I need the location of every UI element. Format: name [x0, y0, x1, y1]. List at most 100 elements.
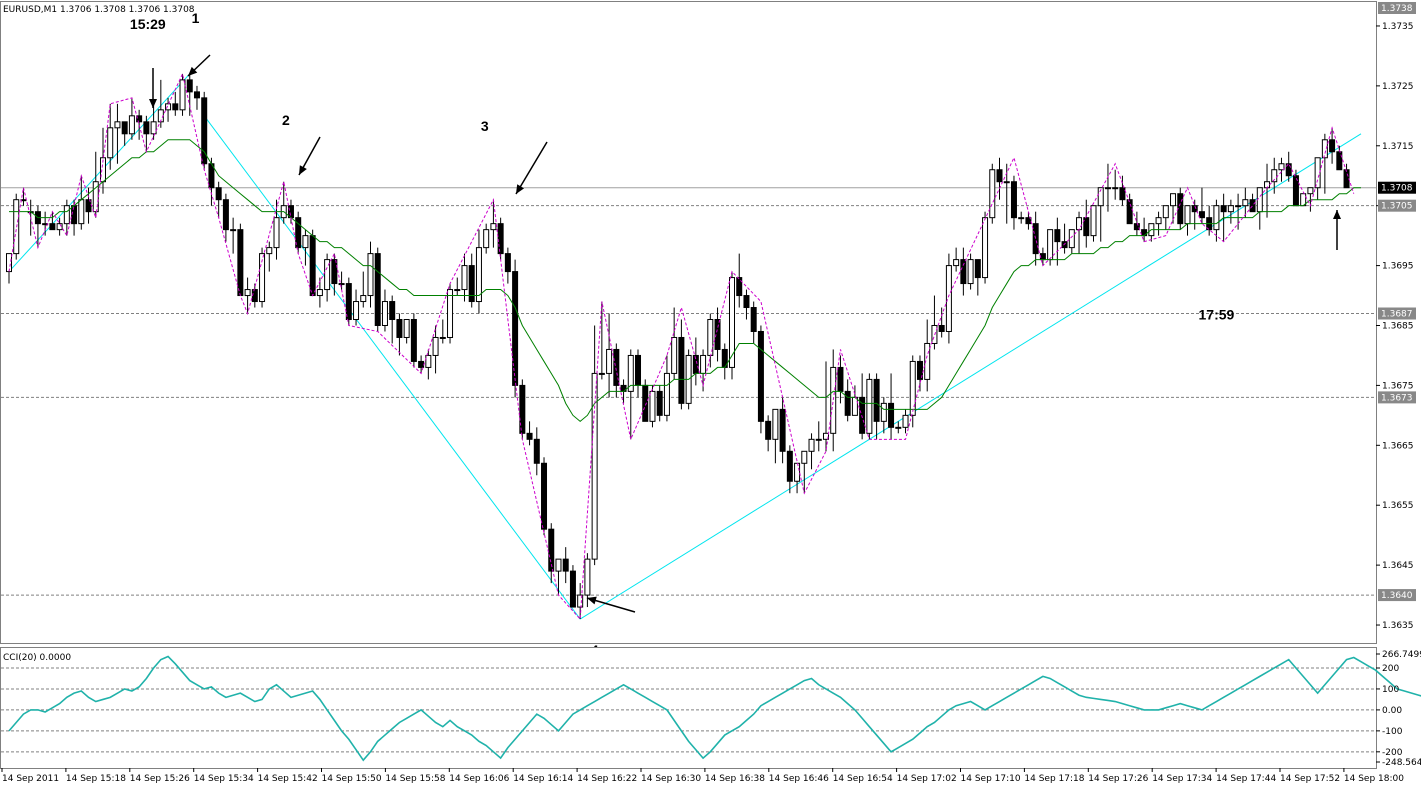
candle [461, 253, 468, 302]
annotation-arrow [515, 141, 548, 195]
candle [63, 199, 70, 236]
candle [338, 271, 345, 290]
candle [497, 217, 504, 260]
bull-candle-body [591, 372, 598, 560]
candle [1010, 175, 1017, 230]
bear-candle-body [569, 570, 576, 608]
bull-candle-body [13, 199, 20, 255]
candle [902, 409, 909, 434]
bear-candle-body [389, 301, 396, 321]
bear-candle-body [410, 319, 417, 362]
bear-candle-body [779, 408, 786, 452]
cci-panel-frame [0, 647, 1377, 769]
candle [533, 427, 540, 476]
candle [801, 450, 808, 494]
bull-candle-body [967, 259, 974, 285]
bull-candle-body [830, 366, 837, 434]
main-panel: EURUSD,M1 1.3706 1.3708 1.3706 1.3708 15… [0, 1, 1416, 658]
candle [222, 193, 229, 242]
candle [598, 301, 605, 380]
bull-candle-body [1018, 217, 1025, 220]
price-label-text: 1.3705 [1381, 202, 1413, 212]
bear-candle-body [1039, 253, 1046, 261]
annotation-label: 17:59 [1199, 307, 1235, 323]
bull-candle-body [425, 354, 432, 368]
cci-tick-label: -200 [1382, 748, 1403, 758]
bear-candle-body [1126, 199, 1133, 225]
candle [844, 379, 851, 422]
price-labels: 1.3738 1.3708 1.3705 1.3687 1.3673 1.3640 [1378, 1, 1416, 602]
candle [1090, 205, 1097, 242]
bull-candle-body [1227, 205, 1234, 213]
bear-candle-body [526, 432, 533, 440]
bull-candle-body [273, 217, 280, 249]
annotation-label: 1 [192, 10, 200, 26]
bull-candle-body [1271, 169, 1278, 183]
candle [982, 211, 989, 284]
bull-candle-body [454, 289, 461, 292]
main-panel-header: EURUSD,M1 1.3706 1.3708 1.3706 1.3708 [3, 5, 195, 15]
bear-candle-body [1133, 223, 1140, 231]
candle [266, 241, 273, 272]
candle [822, 361, 829, 452]
bull-candle-body [1104, 187, 1111, 190]
time-tick-label: 14 Sep 17:02 [897, 774, 957, 784]
candle [569, 565, 576, 608]
candle [201, 91, 208, 170]
candle [1285, 151, 1292, 182]
candle [1133, 211, 1140, 236]
candle [1227, 199, 1234, 224]
annotation-arrowhead [299, 165, 307, 175]
candle [1278, 157, 1285, 182]
candle [432, 325, 439, 374]
candle [1191, 199, 1198, 230]
bull-candle-body [801, 450, 808, 464]
bull-candle-body [1068, 229, 1075, 249]
bull-candle-body [461, 265, 468, 291]
bull-candle-body [989, 169, 996, 219]
bull-candle-body [880, 402, 887, 422]
bear-candle-body [237, 229, 244, 297]
time-tick-label: 14 Sep 17:18 [1024, 774, 1084, 784]
candle [295, 211, 302, 254]
candle [765, 415, 772, 452]
price-label-box [1378, 199, 1416, 212]
bull-candle-body [1235, 205, 1242, 208]
candle [259, 247, 266, 308]
candle [215, 181, 222, 218]
time-tick-label: 14 Sep 16:30 [641, 774, 701, 784]
bull-candle-body [851, 396, 858, 416]
cci-series-line [8, 655, 1421, 762]
candle [1155, 211, 1162, 236]
cci-tick-label: 0.00 [1382, 706, 1402, 716]
bear-candle-body [541, 462, 548, 530]
candle [562, 547, 569, 584]
bear-candle-body [613, 348, 620, 386]
bear-candle-body [121, 121, 128, 135]
candle [128, 97, 135, 140]
candle [172, 91, 179, 116]
bear-candle-body [642, 384, 649, 422]
bull-candle-body [649, 390, 656, 422]
time-tick-label: 14 Sep 15:18 [66, 774, 126, 784]
bull-candle-body [1321, 139, 1328, 159]
bear-candle-body [251, 289, 258, 303]
candle [909, 355, 916, 428]
annotation-label: 3 [481, 118, 489, 134]
bull-candle-body [663, 372, 670, 416]
candle [1242, 187, 1249, 218]
price-label-text: 1.3687 [1381, 310, 1413, 320]
bull-candle-body [107, 127, 114, 159]
bull-candle-body [577, 594, 584, 608]
bull-candle-body [179, 79, 186, 111]
bull-candle-body [945, 265, 952, 332]
bear-candle-body [497, 223, 504, 255]
bull-candle-body [128, 115, 135, 135]
candle [649, 385, 656, 428]
candle [779, 397, 786, 464]
candle [888, 373, 895, 440]
bear-candle-body [938, 324, 945, 332]
candle [1249, 193, 1256, 213]
candle [1018, 211, 1025, 224]
